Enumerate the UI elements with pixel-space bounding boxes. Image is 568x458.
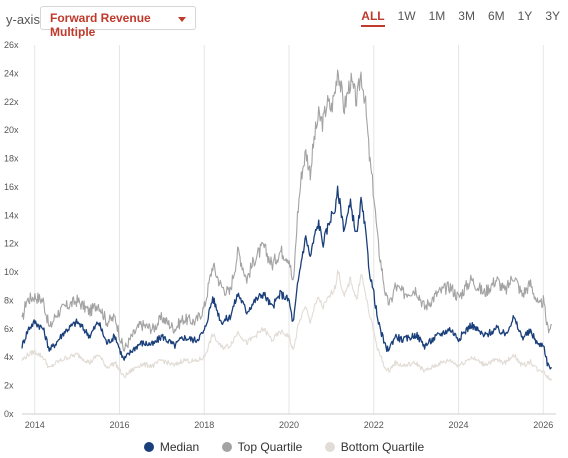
y-tick-label: 22x <box>4 97 19 107</box>
series-line-bottom-quartile[interactable] <box>21 269 553 382</box>
series-line-median[interactable] <box>21 185 552 370</box>
range-1m[interactable]: 1M <box>428 9 446 23</box>
range-all[interactable]: ALL <box>361 9 385 27</box>
legend-label-top-quartile: Top Quartile <box>237 440 303 454</box>
legend-dot-top-quartile <box>221 442 232 452</box>
range-1y[interactable]: 1Y <box>517 9 533 23</box>
legend: Median Top Quartile Bottom Quartile <box>0 438 568 456</box>
legend-label-median: Median <box>159 440 200 454</box>
range-3y[interactable]: 3Y <box>545 9 560 23</box>
metric-select-value: Forward Revenue Multiple <box>50 11 151 39</box>
y-tick-label: 14x <box>4 210 19 220</box>
y-tick-label: 12x <box>4 239 19 249</box>
y-tick-label: 0x <box>4 409 14 419</box>
y-tick-label: 24x <box>4 68 19 78</box>
legend-dot-bottom-quartile <box>324 442 335 452</box>
range-selector: ALL 1W 1M 3M 6M 1Y 3Y <box>348 9 560 27</box>
x-tick-label: 2016 <box>109 420 129 430</box>
metric-select[interactable]: Forward Revenue Multiple <box>40 6 196 39</box>
x-tick-label: 2018 <box>194 420 214 430</box>
y-tick-label: 26x <box>4 40 19 50</box>
legend-item-bottom-quartile[interactable]: Bottom Quartile <box>324 440 425 454</box>
y-tick-label: 4x <box>4 352 14 362</box>
range-1w[interactable]: 1W <box>397 9 416 23</box>
range-6m[interactable]: 6M <box>487 9 505 23</box>
x-tick-label: 2020 <box>279 420 299 430</box>
y-tick-label: 10x <box>4 267 19 277</box>
yaxis-label: y-axis: <box>6 12 44 27</box>
y-tick-label: 6x <box>4 324 14 334</box>
x-tick-label: 2022 <box>364 420 384 430</box>
legend-label-bottom-quartile: Bottom Quartile <box>340 440 425 454</box>
legend-dot-median <box>143 442 154 452</box>
series-line-top-quartile[interactable] <box>21 69 552 352</box>
y-tick-label: 20x <box>4 125 19 135</box>
caret-down-icon[interactable] <box>178 17 186 22</box>
y-tick-label: 18x <box>4 154 19 164</box>
y-tick-label: 8x <box>4 295 14 305</box>
x-tick-label: 2024 <box>449 420 469 430</box>
x-tick-label: 2026 <box>533 420 553 430</box>
y-tick-label: 2x <box>4 381 14 391</box>
legend-item-median[interactable]: Median <box>143 440 200 454</box>
line-chart: 0x 2x 4x 6x 8x 10x 12x 14x 16x 18x 20x 22x 24x 26x 201… <box>4 40 556 430</box>
chart-toolbar: y-axis: Forward Revenue Multiple ALL 1W … <box>0 0 568 40</box>
y-tick-label: 16x <box>4 182 19 192</box>
legend-item-top-quartile[interactable]: Top Quartile <box>221 440 303 454</box>
range-3m[interactable]: 3M <box>458 9 475 23</box>
x-tick-label: 2014 <box>25 420 45 430</box>
